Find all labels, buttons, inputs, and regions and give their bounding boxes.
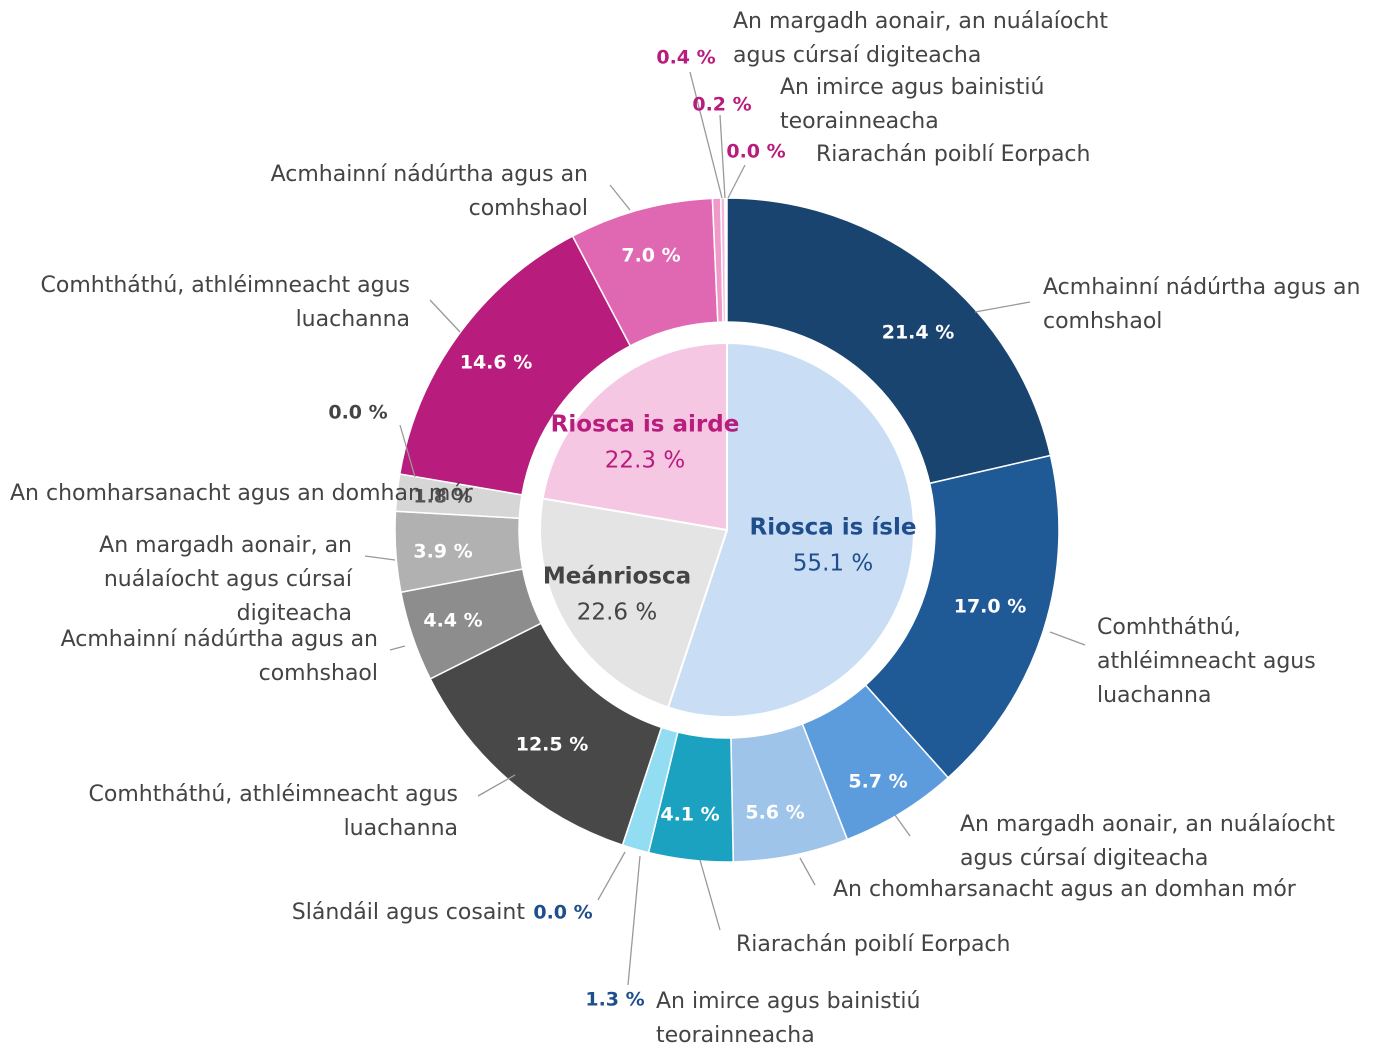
ring-segment bbox=[724, 198, 727, 323]
inner-value: 22.3 % bbox=[605, 448, 685, 474]
leader-line bbox=[609, 184, 631, 211]
value-label: 4.4 % bbox=[423, 610, 482, 632]
segment-name: Riarachán poiblí Eorpach bbox=[816, 142, 1091, 167]
segment-name: An chomharsanacht agus an domhan mór bbox=[10, 481, 473, 506]
value-label: 12.5 % bbox=[516, 734, 589, 756]
leader-line bbox=[627, 855, 641, 986]
inner-label: Riosca is airde bbox=[551, 412, 740, 438]
leader-line bbox=[389, 645, 406, 651]
inner-label: Meánriosca bbox=[543, 564, 691, 590]
segment-name: An margadh aonair, an nuálaíocht agus cú… bbox=[99, 533, 352, 626]
ring-segment bbox=[864, 454, 1060, 779]
segment-name: An margadh aonair, an nuálaíocht agus cú… bbox=[960, 812, 1336, 871]
value-label: 17.0 % bbox=[954, 596, 1027, 618]
value-label: 1.8 % bbox=[413, 486, 472, 508]
value-label: 5.6 % bbox=[745, 802, 804, 824]
leader-line bbox=[364, 555, 396, 561]
leader-line bbox=[429, 299, 461, 333]
leader-line bbox=[477, 774, 516, 797]
value-label: 0.4 % bbox=[656, 47, 715, 69]
value-label: 1.3 % bbox=[585, 989, 644, 1011]
segment-name: An chomharsanacht agus an domhan mór bbox=[833, 877, 1296, 902]
segment-name: An margadh aonair, an nuálaíocht agus cú… bbox=[733, 9, 1109, 68]
ring-segment bbox=[398, 235, 632, 496]
leader-line bbox=[719, 114, 726, 199]
value-label: 3.9 % bbox=[413, 541, 472, 563]
inner-slice bbox=[539, 497, 729, 709]
leader-line bbox=[699, 859, 721, 931]
value-label: 0.0 % bbox=[726, 141, 785, 163]
leader-line bbox=[974, 301, 1031, 313]
segment-name: Comhtháthú, athléimneacht agus luachanna bbox=[88, 782, 458, 841]
segment-name: Slándáil agus cosaint bbox=[291, 900, 525, 925]
leader-line bbox=[597, 851, 626, 901]
value-label: 0.0 % bbox=[533, 902, 592, 924]
ring-segment bbox=[726, 197, 1052, 485]
inner-value: 55.1 % bbox=[793, 551, 873, 577]
leader-line bbox=[399, 424, 416, 478]
leader-line bbox=[727, 164, 746, 199]
leader-line bbox=[689, 71, 723, 199]
leader-line bbox=[894, 814, 911, 837]
leader-line bbox=[799, 857, 816, 886]
segment-name: Acmhainní nádúrtha agus an comhshaol bbox=[270, 162, 588, 221]
segment-name: An imirce agus bainistiú teorainneacha bbox=[780, 75, 1045, 134]
value-label: 7.0 % bbox=[621, 245, 680, 267]
segment-name: An imirce agus bainistiú teorainneacha bbox=[656, 989, 921, 1048]
inner-slice bbox=[666, 341, 915, 718]
inner-label: Riosca is ísle bbox=[750, 515, 917, 541]
value-label: 0.0 % bbox=[328, 402, 387, 424]
value-label: 21.4 % bbox=[882, 322, 955, 344]
inner-slice bbox=[541, 341, 728, 532]
segment-name: Riarachán poiblí Eorpach bbox=[736, 932, 1011, 957]
value-label: 4.1 % bbox=[660, 804, 719, 826]
segment-name: Comhtháthú, athléimneacht agus luachanna bbox=[1097, 615, 1316, 708]
value-label: 5.7 % bbox=[848, 771, 907, 793]
segment-name: Comhtháthú, athléimneacht agus luachanna bbox=[40, 273, 410, 332]
leader-line bbox=[1049, 631, 1086, 646]
value-label: 0.2 % bbox=[692, 94, 751, 116]
segment-name: Acmhainní nádúrtha agus an comhshaol bbox=[1043, 275, 1361, 334]
segment-name: Acmhainní nádúrtha agus an comhshaol bbox=[60, 627, 378, 686]
inner-value: 22.6 % bbox=[577, 600, 657, 626]
value-label: 14.6 % bbox=[460, 352, 533, 374]
